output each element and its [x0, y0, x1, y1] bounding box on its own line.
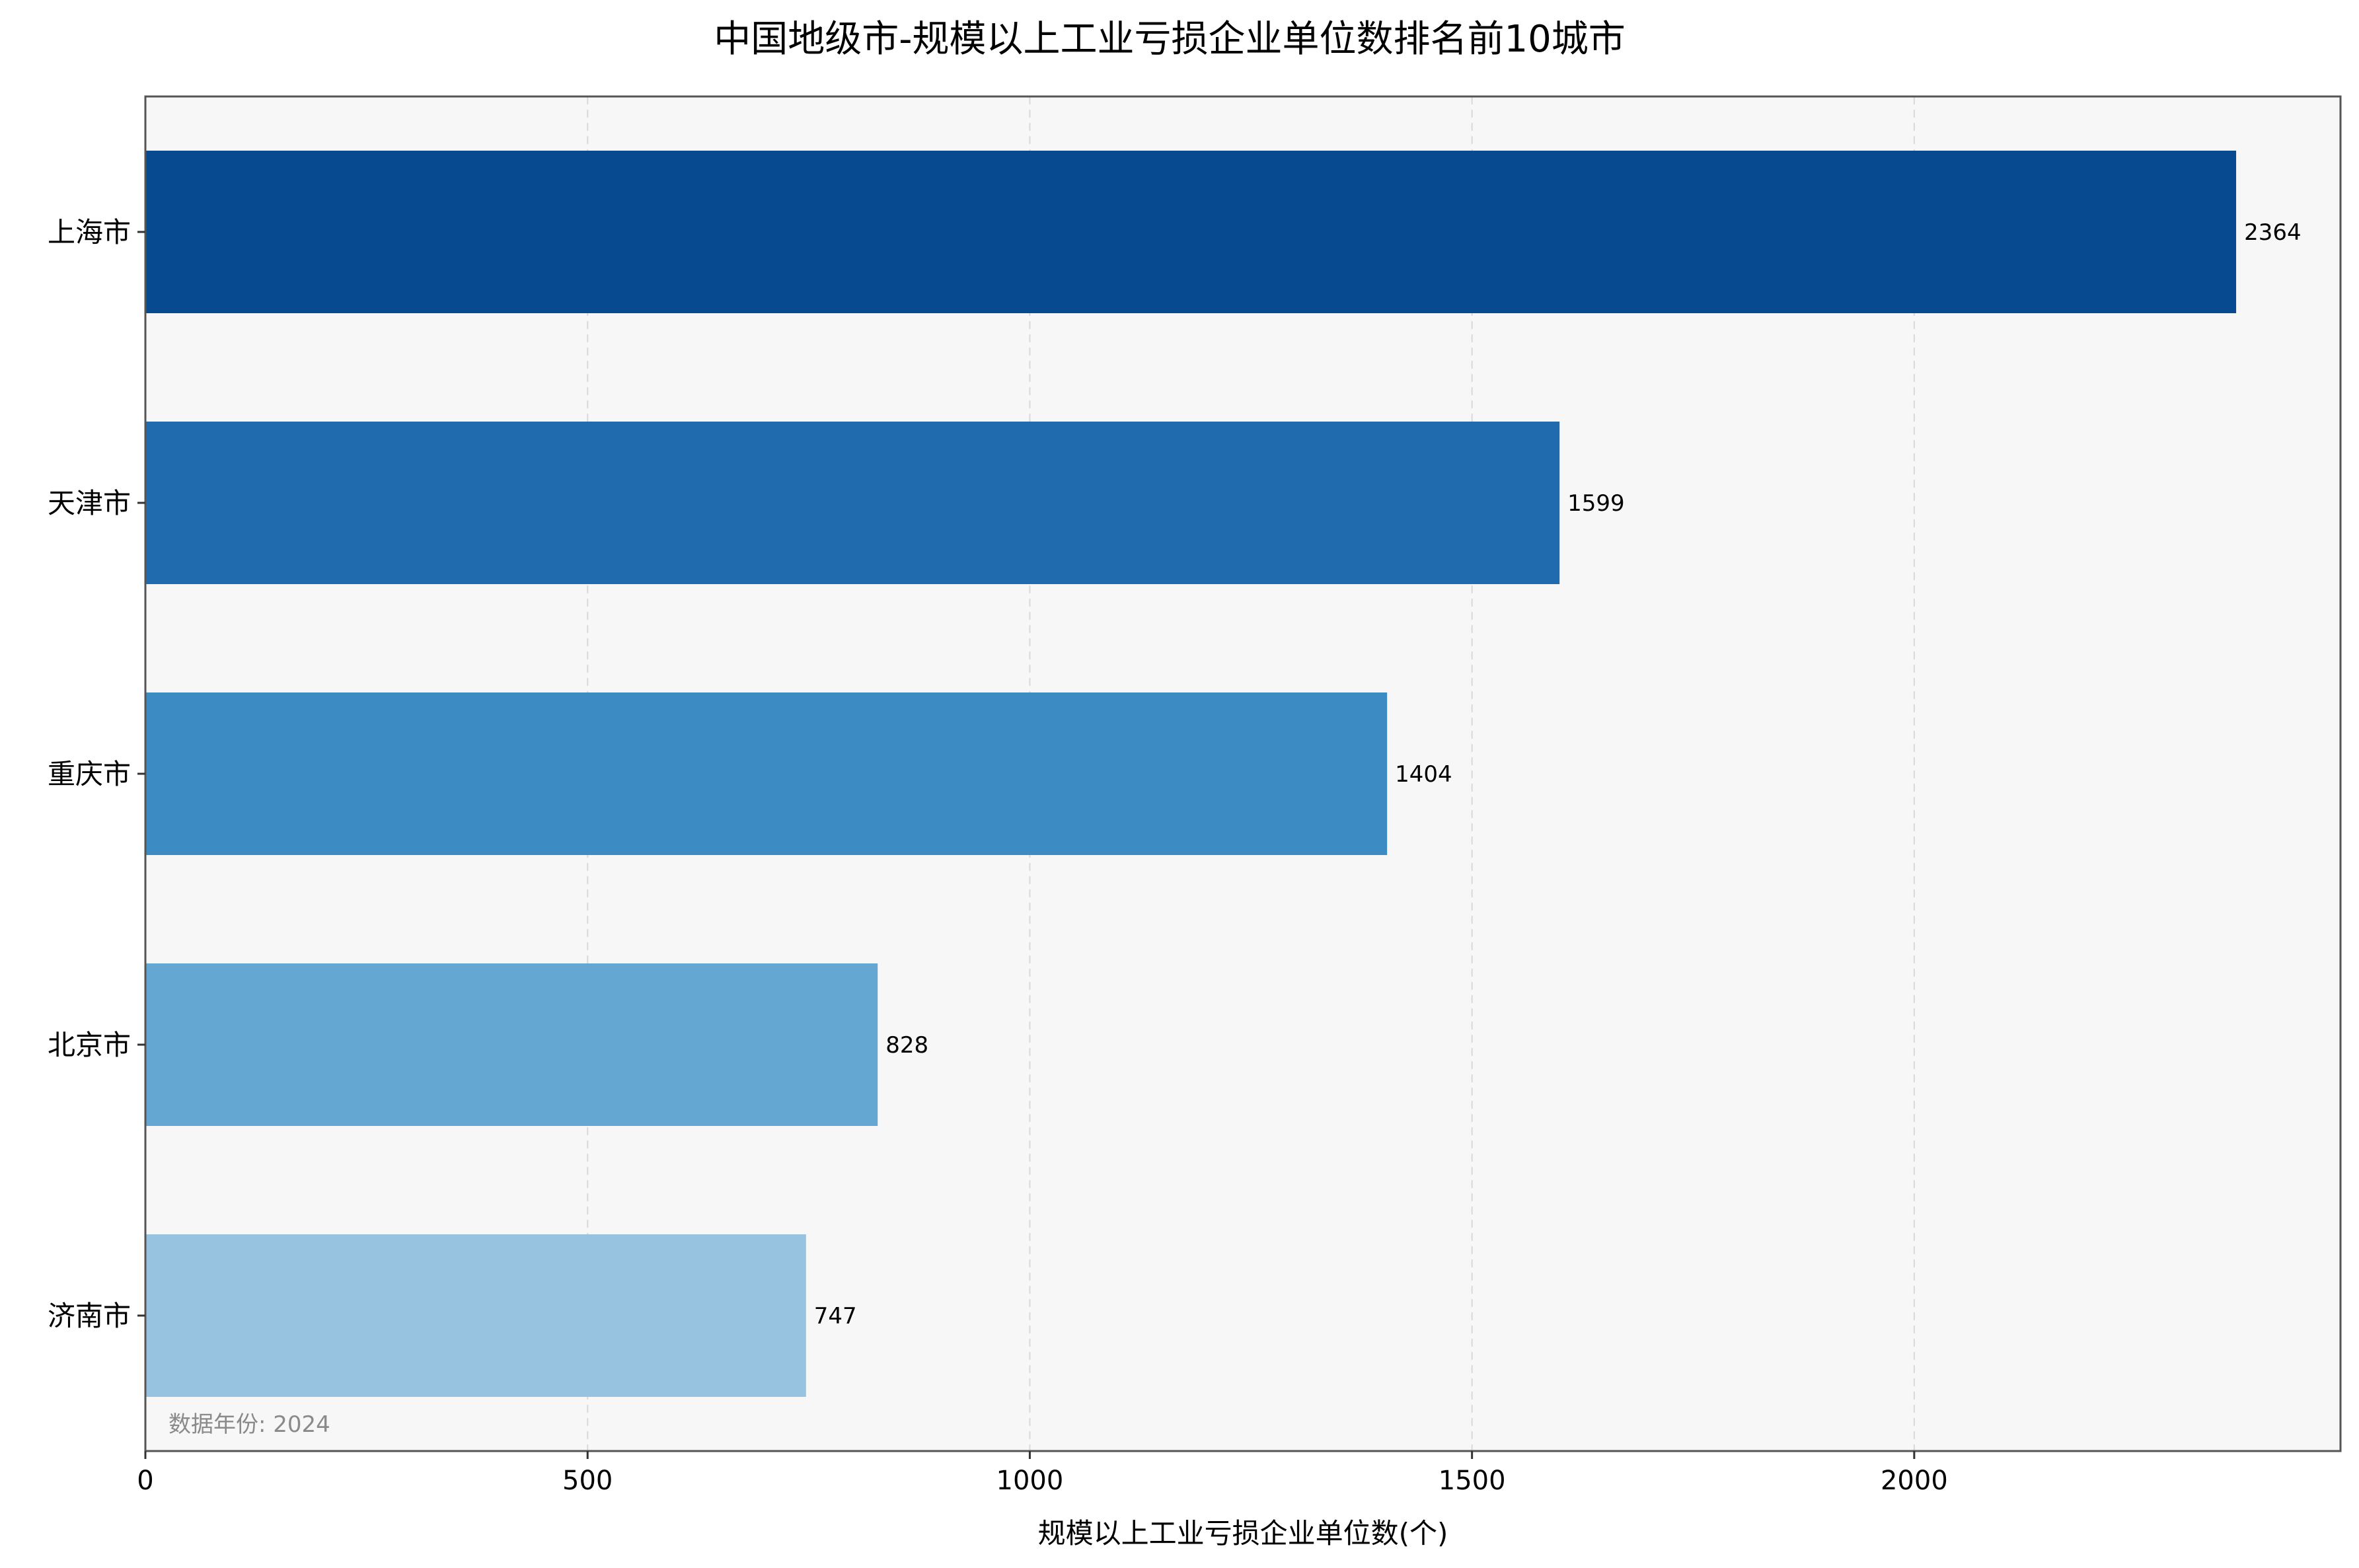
data-year-note: 数据年份: 2024: [168, 1411, 330, 1438]
chart-title: 中国地级市-规模以上工业亏损企业单位数排名前10城市: [714, 18, 1625, 61]
bar-value-label: 828: [885, 1032, 928, 1059]
bar: [145, 151, 2237, 313]
x-axis-label: 规模以上工业亏损企业单位数(个): [1038, 1517, 1448, 1549]
y-tick-label: 北京市: [48, 1029, 131, 1061]
x-tick-label: 2000: [1881, 1466, 1948, 1496]
x-tick-label: 1500: [1439, 1466, 1506, 1496]
bar: [145, 963, 878, 1126]
y-tick-label: 天津市: [48, 487, 131, 519]
bar-value-label: 2364: [2244, 219, 2302, 246]
x-tick-label: 1000: [996, 1466, 1064, 1496]
y-tick-label: 济南市: [48, 1300, 131, 1332]
bar: [145, 692, 1388, 855]
y-tick-label: 重庆市: [48, 758, 131, 790]
y-tick-label: 上海市: [48, 216, 131, 248]
bar-value-label: 1404: [1395, 761, 1452, 788]
bar: [145, 422, 1560, 584]
x-tick-label: 500: [562, 1466, 613, 1496]
bar: [145, 1234, 806, 1397]
x-tick-label: 0: [137, 1466, 153, 1496]
bars: 2364 1599 1404 828 747: [145, 151, 2302, 1397]
bar-value-label: 747: [814, 1303, 857, 1329]
bar-value-label: 1599: [1567, 490, 1625, 517]
